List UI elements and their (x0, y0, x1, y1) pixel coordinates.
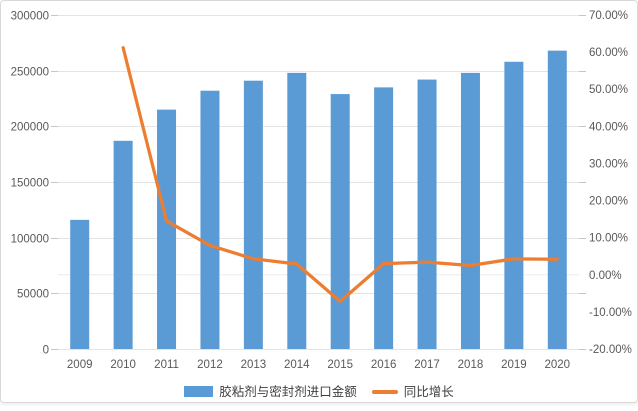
bar-2012 (200, 90, 220, 349)
right-axis-tick-label: -20.00% (589, 344, 632, 356)
line-series-label: 同比增长 (403, 384, 454, 399)
right-axis-tick-label: 40.00% (589, 121, 628, 133)
combo-chart-plot-area: 0 50000 100000 150000 200000 250000 300000 -20.… (11, 10, 632, 371)
x-axis-label: 2018 (458, 359, 484, 371)
chart-legend: 胶粘剂与密封剂进口金额 同比增长 (1, 384, 637, 399)
bar-2017 (417, 79, 437, 349)
x-axis-label: 2016 (371, 359, 397, 371)
yoy-growth-line (121, 46, 559, 304)
bar-2009 (70, 219, 90, 349)
x-axis-label: 2020 (544, 359, 570, 371)
bar-2011 (157, 109, 177, 349)
bar-series-swatch (184, 386, 214, 398)
left-axis-tick-label: 150000 (11, 178, 49, 190)
right-axis-tick-label: 20.00% (589, 196, 628, 208)
x-axis-label: 2010 (110, 359, 136, 371)
right-axis-tick-label: 70.00% (589, 10, 628, 22)
left-axis-tick-label: 50000 (17, 289, 49, 301)
x-axis-label: 2014 (284, 359, 310, 371)
x-axis-label: 2011 (154, 359, 179, 371)
x-axis-label: 2013 (241, 359, 267, 371)
right-axis-tick-label: 50.00% (589, 84, 628, 96)
x-axis-label: 2015 (327, 359, 353, 371)
bar-2010 (113, 140, 133, 349)
right-axis-tick-label: 60.00% (589, 47, 628, 59)
right-axis-tick-label: -10.00% (589, 307, 632, 319)
left-axis-tick-label: 250000 (11, 67, 49, 79)
line-series-swatch (371, 390, 398, 394)
x-axis-label: 2019 (501, 359, 527, 371)
bar-2013 (243, 80, 263, 349)
left-axis-tick-label: 300000 (11, 11, 49, 23)
bar-2018 (460, 72, 480, 349)
right-axis-tick-label: 10.00% (589, 233, 628, 245)
x-axis-label: 2009 (67, 359, 93, 371)
left-axis-tick-label: 0 (43, 345, 49, 357)
bar-2016 (374, 87, 394, 349)
bar-2019 (504, 61, 524, 349)
right-axis-tick-label: 30.00% (589, 158, 628, 170)
right-axis-tick-label: 0.00% (589, 270, 622, 282)
bar-2014 (287, 72, 307, 349)
legend-item-import-amount: 胶粘剂与密封剂进口金额 (184, 384, 357, 399)
x-axis-label: 2017 (414, 359, 440, 371)
left-axis-tick-label: 100000 (11, 234, 49, 246)
x-axis-label: 2012 (197, 359, 223, 371)
bar-2020 (547, 50, 567, 349)
left-axis-tick-label: 200000 (11, 122, 49, 134)
legend-item-yoy-growth: 同比增长 (371, 384, 454, 399)
bar-series-label: 胶粘剂与密封剂进口金额 (219, 384, 357, 399)
bar-2015 (330, 94, 350, 350)
